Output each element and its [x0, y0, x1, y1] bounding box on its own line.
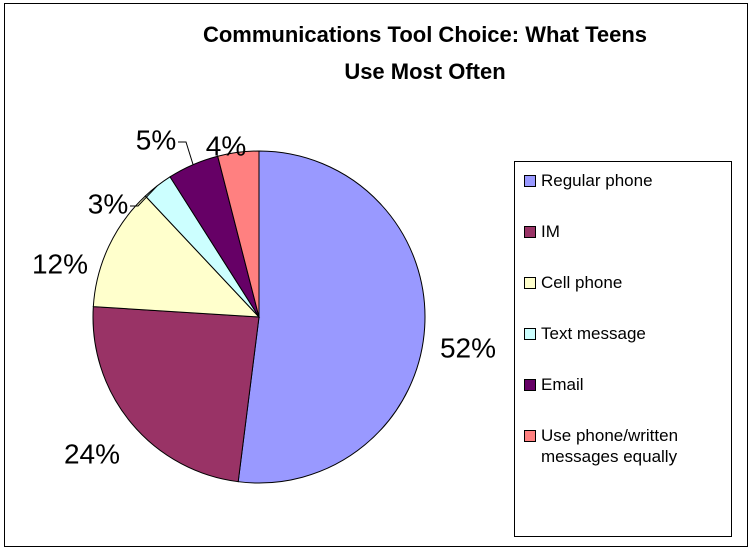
- leader-line: [178, 141, 194, 165]
- legend-swatch: [524, 175, 536, 187]
- data-label: 24%: [64, 438, 120, 469]
- legend-label: IM: [541, 222, 560, 241]
- legend-swatch: [524, 430, 536, 442]
- legend-swatch: [524, 328, 536, 340]
- legend-swatch: [524, 226, 536, 238]
- legend-entry: Cell phone: [521, 272, 725, 323]
- data-label: 4%: [206, 130, 246, 161]
- legend-label: Regular phone: [541, 171, 653, 190]
- pie-slice: [92, 306, 260, 483]
- data-label: 12%: [32, 248, 88, 279]
- legend-entry: Use phone/written messages equally: [521, 425, 725, 476]
- legend-entry: IM: [521, 221, 725, 272]
- legend-label: Use phone/written messages equally: [541, 426, 679, 466]
- data-label: 5%: [136, 124, 176, 155]
- data-label: 3%: [88, 188, 128, 219]
- chart-frame: [4, 3, 748, 547]
- legend-entry: Text message: [521, 323, 725, 374]
- leader-line: [130, 185, 158, 207]
- legend: Regular phone IM Cell phone Text message Ema…: [514, 161, 732, 537]
- legend-label: Text message: [541, 324, 646, 343]
- legend-swatch: [524, 379, 536, 391]
- chart-title: Communications Tool Choice: What Teens U…: [202, 22, 648, 84]
- pie-slice: [237, 150, 426, 484]
- pie-slice: [92, 195, 261, 318]
- legend-label: Cell phone: [541, 273, 623, 292]
- data-label: 52%: [440, 332, 496, 363]
- legend-entry: Regular phone: [521, 170, 725, 221]
- legend-entry: Email: [521, 374, 725, 425]
- pie-slice: [217, 150, 260, 318]
- legend-label: Email: [541, 375, 584, 394]
- legend-swatch: [524, 277, 536, 289]
